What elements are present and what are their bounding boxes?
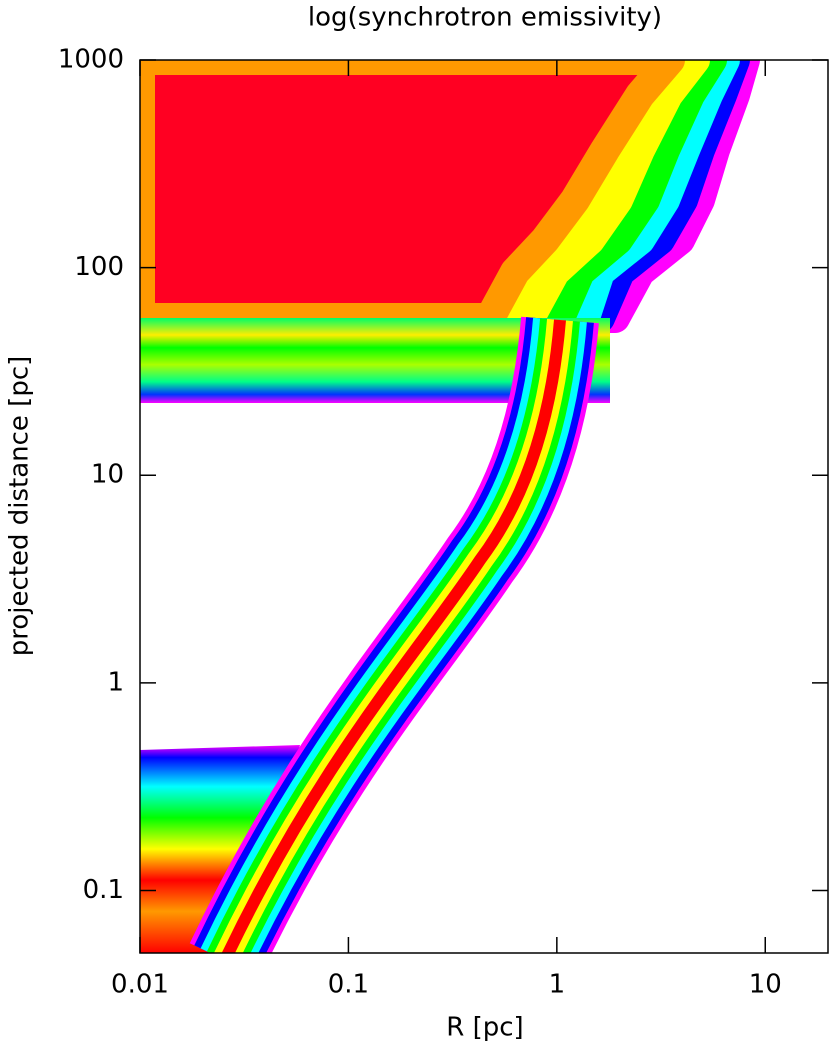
- y-tick-label: 1000: [58, 45, 124, 75]
- emissivity-map: [140, 60, 760, 953]
- x-axis-label: R [pc]: [446, 1013, 523, 1043]
- x-tick-label: 0.1: [328, 970, 369, 1000]
- x-tick-label: 10: [749, 970, 782, 1000]
- x-tick-label: 0.01: [111, 970, 169, 1000]
- y-tick-label: 1: [107, 667, 124, 697]
- y-tick-label: 0.1: [83, 875, 124, 905]
- y-tick-label: 100: [74, 252, 124, 282]
- y-tick-label: 10: [91, 460, 124, 490]
- plot-frame: [139, 59, 829, 954]
- x-tick-label: 1: [549, 970, 566, 1000]
- y-axis-label: projected distance [pc]: [5, 356, 35, 657]
- chart-title: log(synchrotron emissivity): [308, 3, 662, 33]
